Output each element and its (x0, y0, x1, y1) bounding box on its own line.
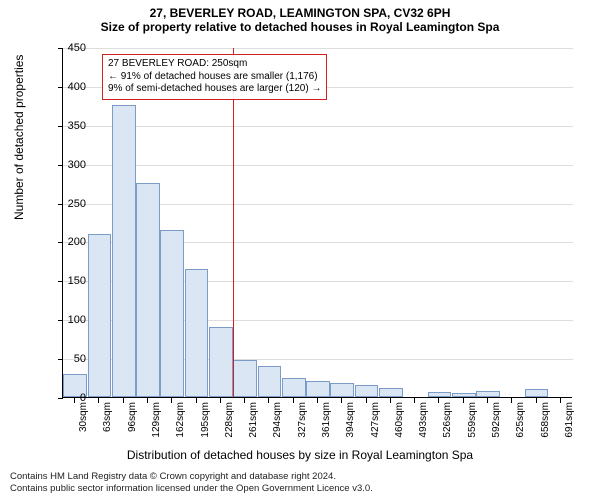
histogram-bar (306, 381, 330, 397)
histogram-bar (136, 183, 160, 397)
title-subtitle: Size of property relative to detached ho… (0, 20, 600, 34)
ytick-label: 300 (46, 159, 86, 171)
histogram-bar (233, 360, 257, 397)
histogram-bar (258, 366, 282, 397)
xtick-mark (390, 398, 391, 403)
histogram-bar (185, 269, 209, 397)
xtick-label: 162sqm (175, 402, 186, 438)
title-address: 27, BEVERLEY ROAD, LEAMINGTON SPA, CV32 … (0, 6, 600, 20)
xtick-mark (268, 398, 269, 403)
histogram-bar (209, 327, 233, 397)
xtick-mark (147, 398, 148, 403)
ytick-label: 200 (46, 236, 86, 248)
histogram-bar (379, 388, 403, 397)
gridline (63, 126, 573, 127)
xtick-mark (536, 398, 537, 403)
reference-line (233, 48, 234, 397)
footer-line2: Contains public sector information licen… (10, 483, 373, 494)
xtick-label: 625sqm (515, 402, 526, 438)
histogram-bar (428, 392, 452, 397)
histogram-bar (160, 230, 184, 397)
ytick-label: 0 (46, 392, 86, 404)
ytick-label: 150 (46, 275, 86, 287)
xtick-label: 592sqm (491, 402, 502, 438)
xtick-label: 129sqm (151, 402, 162, 438)
annotation-line3: 9% of semi-detached houses are larger (1… (108, 83, 321, 96)
xtick-mark (220, 398, 221, 403)
xtick-label: 493sqm (418, 402, 429, 438)
xtick-mark (123, 398, 124, 403)
histogram-bar (112, 105, 136, 397)
annotation-line1: 27 BEVERLEY ROAD: 250sqm (108, 58, 321, 71)
histogram-bar (452, 393, 476, 397)
annotation-line2: ← 91% of detached houses are smaller (1,… (108, 71, 321, 84)
histogram-bar (476, 391, 500, 397)
xtick-label: 658sqm (540, 402, 551, 438)
xtick-label: 691sqm (564, 402, 575, 438)
ytick-label: 450 (46, 42, 86, 54)
xtick-label: 294sqm (272, 402, 283, 438)
xtick-mark (414, 398, 415, 403)
xtick-label: 526sqm (442, 402, 453, 438)
histogram-bar (282, 378, 306, 397)
histogram-bar (330, 383, 354, 397)
title-block: 27, BEVERLEY ROAD, LEAMINGTON SPA, CV32 … (0, 0, 600, 34)
xtick-mark (171, 398, 172, 403)
xtick-mark (341, 398, 342, 403)
xtick-label: 327sqm (297, 402, 308, 438)
ytick-label: 400 (46, 81, 86, 93)
footer-line1: Contains HM Land Registry data © Crown c… (10, 471, 373, 482)
xtick-label: 427sqm (370, 402, 381, 438)
xtick-label: 30sqm (78, 402, 89, 432)
xtick-mark (487, 398, 488, 403)
annotation-box: 27 BEVERLEY ROAD: 250sqm ← 91% of detach… (102, 54, 327, 100)
xtick-mark (463, 398, 464, 403)
chart-area: 27 BEVERLEY ROAD: 250sqm ← 91% of detach… (62, 48, 572, 398)
xtick-label: 96sqm (127, 402, 138, 432)
xtick-mark (511, 398, 512, 403)
histogram-bar (525, 389, 549, 397)
plot-region (62, 48, 572, 398)
xtick-label: 559sqm (467, 402, 478, 438)
xtick-mark (98, 398, 99, 403)
xtick-mark (196, 398, 197, 403)
xtick-label: 63sqm (102, 402, 113, 432)
ytick-label: 100 (46, 314, 86, 326)
xtick-mark (438, 398, 439, 403)
xtick-label: 228sqm (224, 402, 235, 438)
ytick-label: 250 (46, 198, 86, 210)
xtick-mark (560, 398, 561, 403)
chart-container: 27, BEVERLEY ROAD, LEAMINGTON SPA, CV32 … (0, 0, 600, 500)
xtick-mark (366, 398, 367, 403)
x-axis-label: Distribution of detached houses by size … (0, 448, 600, 462)
gridline (63, 165, 573, 166)
histogram-bar (88, 234, 112, 397)
ytick-label: 350 (46, 120, 86, 132)
xtick-label: 361sqm (321, 402, 332, 438)
xtick-mark (293, 398, 294, 403)
xtick-mark (317, 398, 318, 403)
xtick-label: 195sqm (200, 402, 211, 438)
footer: Contains HM Land Registry data © Crown c… (10, 471, 373, 494)
xtick-label: 261sqm (248, 402, 259, 438)
xtick-label: 460sqm (394, 402, 405, 438)
y-axis-label: Number of detached properties (12, 55, 26, 220)
xtick-mark (244, 398, 245, 403)
ytick-label: 50 (46, 353, 86, 365)
histogram-bar (355, 385, 379, 397)
xtick-label: 394sqm (345, 402, 356, 438)
gridline (63, 48, 573, 49)
